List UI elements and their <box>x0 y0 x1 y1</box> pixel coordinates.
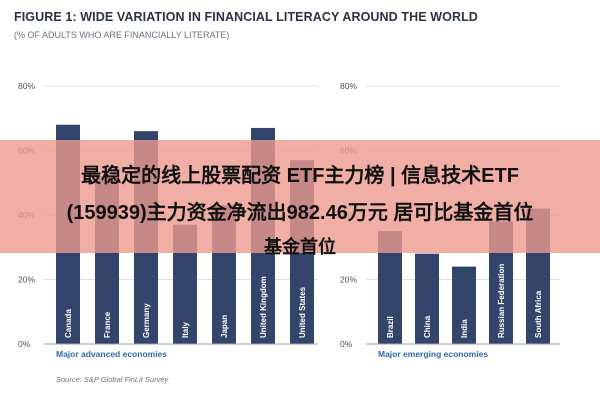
y-tick-label: 80% <box>340 81 357 91</box>
category-label: South Africa <box>534 290 543 338</box>
category-label: Japan <box>220 315 229 338</box>
category-label: United States <box>298 286 307 338</box>
y-tick-label: 0% <box>340 339 353 349</box>
category-label: Canada <box>64 309 73 338</box>
overlay-headline-line1: 最稳定的线上股票配资 ETF主力榜 | 信息技术ETF <box>81 165 519 187</box>
source-note: Source: S&P Global FinLit Survey <box>56 375 170 384</box>
category-label: Brazil <box>386 316 395 338</box>
chart-subtitle: (% OF ADULTS WHO ARE FINANCIALLY LITERAT… <box>14 30 230 40</box>
category-label: India <box>460 319 469 338</box>
y-tick-label: 20% <box>18 275 35 285</box>
y-tick-label: 20% <box>340 275 357 285</box>
y-tick-label: 0% <box>18 339 31 349</box>
y-tick-label: 80% <box>18 81 35 91</box>
group-label: Major advanced economies <box>56 349 167 359</box>
category-label: United Kingdom <box>259 276 268 338</box>
category-label: Germany <box>142 303 151 338</box>
category-label: France <box>103 311 112 338</box>
bar <box>415 253 439 344</box>
category-label: China <box>423 315 432 338</box>
overlay-headline-line2: (159939)主力资金净流出982.46万元 居可比基金首位 <box>66 202 534 224</box>
overlay-headline-line3: 基金首位 <box>264 237 336 257</box>
chart-title: FIGURE 1: WIDE VARIATION IN FINANCIAL LI… <box>14 10 478 24</box>
category-label: Italy <box>181 321 190 338</box>
category-label: Russian Federation <box>497 264 506 338</box>
group-label: Major emerging economies <box>378 349 488 359</box>
bar <box>452 266 476 344</box>
overlay-banner <box>0 140 600 253</box>
